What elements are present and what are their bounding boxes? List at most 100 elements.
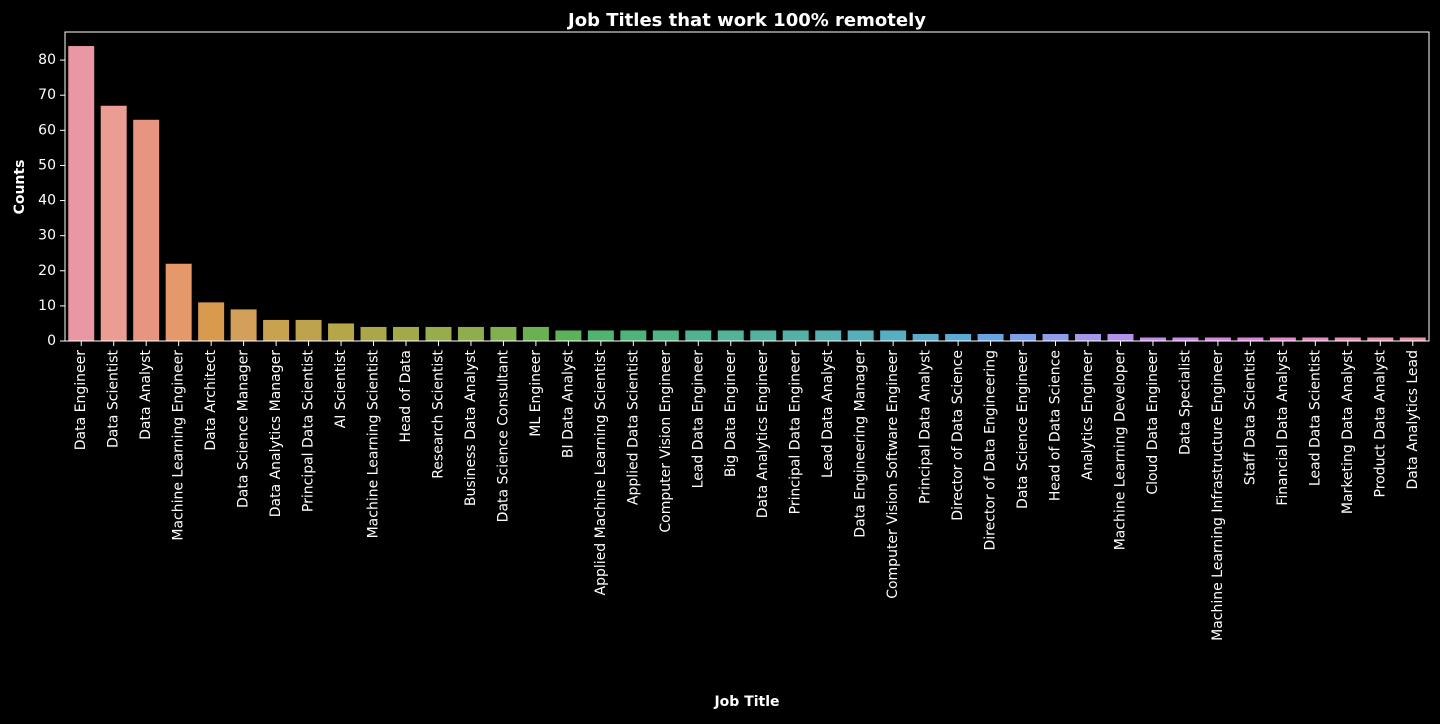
bar bbox=[847, 330, 874, 341]
y-tick-label: 10 bbox=[38, 298, 56, 314]
x-tick-label: Analytics Engineer bbox=[1080, 350, 1096, 481]
x-tick-label: Machine Learning Infrastructure Engineer bbox=[1210, 350, 1226, 641]
x-tick-label: Data Analytics Engineer bbox=[755, 350, 771, 518]
x-tick-label: Data Analyst bbox=[138, 349, 154, 439]
bar bbox=[1334, 337, 1361, 341]
bar bbox=[457, 326, 484, 341]
x-tick-label: Data Science Consultant bbox=[495, 350, 511, 523]
x-tick-label: Machine Learning Engineer bbox=[171, 350, 187, 541]
x-tick-label: Director of Data Science bbox=[950, 350, 966, 521]
bar bbox=[685, 330, 712, 341]
bar bbox=[1107, 333, 1134, 341]
y-tick-label: 20 bbox=[38, 263, 56, 279]
bar bbox=[652, 330, 679, 341]
x-tick-label: Head of Data Science bbox=[1048, 350, 1064, 501]
y-tick-label: 60 bbox=[38, 122, 56, 138]
x-tick-label: Product Data Analyst bbox=[1372, 350, 1388, 498]
bar bbox=[230, 309, 257, 341]
bar bbox=[263, 319, 290, 341]
bar bbox=[782, 330, 809, 341]
x-tick-label: Data Engineering Manager bbox=[853, 350, 869, 538]
y-tick-label: 30 bbox=[38, 228, 56, 244]
bar bbox=[977, 333, 1004, 341]
x-tick-label: Director of Data Engineering bbox=[983, 350, 999, 551]
bar bbox=[555, 330, 582, 341]
bar bbox=[1139, 337, 1166, 341]
bar bbox=[1042, 333, 1069, 341]
bar bbox=[717, 330, 744, 341]
y-tick-label: 40 bbox=[38, 193, 56, 209]
x-tick-label: AI Scientist bbox=[333, 349, 349, 428]
chart-title: Job Titles that work 100% remotely bbox=[566, 10, 926, 31]
x-axis-ticks: Data Engineer Data Scientist Data Analyst M… bbox=[73, 341, 1421, 641]
y-axis-ticks: 0 10 20 30 40 50 60 70 80 bbox=[38, 52, 65, 349]
bar bbox=[100, 105, 127, 342]
bar bbox=[68, 46, 95, 342]
bar bbox=[295, 319, 322, 341]
x-tick-label: Business Data Analyst bbox=[463, 350, 479, 507]
bar bbox=[1367, 337, 1394, 341]
bar bbox=[1172, 337, 1199, 341]
bar bbox=[750, 330, 777, 341]
bar bbox=[1237, 337, 1264, 341]
y-tick-label: 80 bbox=[38, 52, 56, 68]
x-tick-label: Lead Data Analyst bbox=[820, 349, 836, 477]
bar bbox=[133, 119, 160, 341]
bar bbox=[328, 323, 355, 341]
bar bbox=[1204, 337, 1231, 341]
bar bbox=[880, 330, 907, 341]
bar bbox=[1010, 333, 1037, 341]
bar bbox=[1302, 337, 1329, 341]
x-tick-label: Research Scientist bbox=[430, 349, 446, 478]
x-tick-label: Principal Data Engineer bbox=[788, 350, 804, 515]
x-tick-label: Computer Vision Engineer bbox=[658, 350, 674, 533]
x-tick-label: Machine Learning Scientist bbox=[366, 349, 382, 538]
bar bbox=[815, 330, 842, 341]
x-tick-label: Machine Learning Developer bbox=[1112, 350, 1128, 551]
y-tick-label: 50 bbox=[38, 157, 56, 173]
x-tick-label: Marketing Data Analyst bbox=[1340, 349, 1356, 514]
bar bbox=[1075, 333, 1101, 341]
x-tick-label: Data Analytics Manager bbox=[268, 350, 284, 518]
bar bbox=[522, 326, 549, 341]
plot-frame bbox=[64, 31, 1430, 342]
x-tick-label: Head of Data bbox=[398, 350, 414, 442]
bar bbox=[945, 333, 972, 341]
bar bbox=[1399, 337, 1426, 341]
bar bbox=[620, 330, 647, 341]
x-tick-label: Financial Data Analyst bbox=[1275, 349, 1291, 505]
y-tick-label: 70 bbox=[38, 87, 56, 103]
bar bbox=[198, 302, 225, 342]
bars-group bbox=[68, 46, 1426, 342]
x-tick-label: Applied Machine Learning Scientist bbox=[593, 350, 609, 596]
x-tick-label: Data Specialist bbox=[1177, 349, 1193, 455]
x-tick-label: Data Architect bbox=[203, 349, 219, 450]
x-tick-label: ML Engineer bbox=[528, 350, 544, 437]
x-tick-label: Principal Data Analyst bbox=[918, 350, 934, 504]
x-tick-label: Data Engineer bbox=[73, 350, 89, 450]
bar bbox=[165, 263, 192, 341]
bar bbox=[360, 326, 387, 341]
bar bbox=[490, 326, 517, 341]
y-tick-label: 0 bbox=[47, 333, 56, 349]
bar bbox=[587, 330, 614, 341]
y-axis-label: Counts bbox=[12, 160, 28, 215]
x-tick-label: Lead Data Engineer bbox=[690, 350, 706, 489]
x-tick-label: Principal Data Scientist bbox=[301, 349, 317, 512]
x-tick-label: Lead Data Scientist bbox=[1307, 350, 1323, 487]
x-tick-label: Data Science Engineer bbox=[1015, 350, 1031, 509]
x-tick-label: Data Scientist bbox=[106, 349, 122, 448]
x-axis-label: Job Title bbox=[713, 694, 779, 710]
x-tick-label: Cloud Data Engineer bbox=[1145, 350, 1161, 495]
x-tick-label: Data Science Manager bbox=[236, 350, 252, 508]
bar bbox=[912, 333, 939, 341]
x-tick-label: Computer Vision Software Engineer bbox=[885, 350, 901, 599]
bar bbox=[425, 326, 452, 341]
x-tick-label: Big Data Engineer bbox=[723, 350, 739, 477]
x-tick-label: BI Data Analyst bbox=[560, 350, 576, 459]
bar bbox=[393, 326, 419, 341]
x-tick-label: Staff Data Scientist bbox=[1242, 350, 1258, 486]
